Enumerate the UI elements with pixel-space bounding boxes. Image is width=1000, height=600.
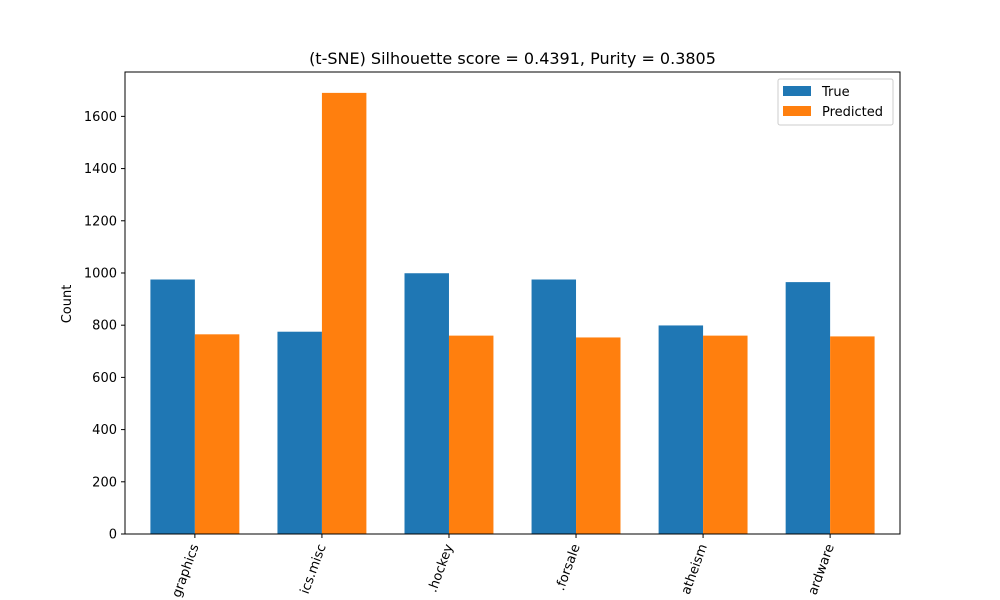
y-tick-label-4: 800 — [92, 319, 117, 334]
y-tick-label-5: 1000 — [84, 266, 117, 281]
chart-title: (t-SNE) Silhouette score = 0.4391, Purit… — [309, 49, 716, 68]
legend-swatch-true — [783, 86, 811, 96]
legend-label-predicted: Predicted — [822, 105, 883, 120]
y-axis-label: Count — [60, 285, 75, 324]
x-tick-label-0: graphics — [170, 542, 203, 600]
x-tick-label-2: .hockey — [425, 542, 456, 595]
legend: True Predicted — [777, 78, 894, 126]
x-tick-label-5: ardware — [806, 542, 838, 597]
y-tick-label-3: 600 — [92, 371, 117, 386]
x-axis-ticks: graphics ics.misc .hockey .forsale atheism ar… — [170, 534, 838, 600]
y-tick-label-2: 400 — [92, 423, 117, 438]
x-tick-label-1: ics.misc — [298, 542, 330, 596]
bar-true-1 — [277, 331, 322, 534]
y-tick-label-6: 1200 — [84, 214, 117, 229]
plot-frame — [124, 71, 901, 535]
legend-label-true: True — [821, 85, 850, 100]
y-tick-label-7: 1400 — [84, 162, 117, 177]
bar-true-4 — [658, 325, 704, 534]
bar-true-3 — [531, 279, 577, 534]
bar-predicted-3 — [576, 337, 621, 534]
bar-predicted-2 — [448, 335, 494, 534]
legend-swatch-predicted — [783, 106, 811, 116]
y-axis-ticks: 0 200 400 600 800 1000 1200 1400 1600 — [84, 110, 125, 543]
bar-true-2 — [404, 273, 449, 534]
y-tick-label-0: 0 — [109, 528, 117, 543]
x-tick-label-4: atheism — [679, 542, 711, 596]
bar-true-5 — [785, 282, 831, 534]
bar-predicted-5 — [830, 336, 875, 534]
bars-group — [150, 92, 875, 535]
bar-true-0 — [150, 279, 195, 534]
bar-predicted-1 — [321, 92, 367, 535]
y-tick-label-1: 200 — [92, 475, 117, 490]
x-tick-label-3: .forsale — [553, 542, 584, 593]
y-tick-label-8: 1600 — [84, 110, 117, 125]
bar-predicted-0 — [194, 334, 240, 534]
bar-predicted-4 — [703, 335, 748, 534]
